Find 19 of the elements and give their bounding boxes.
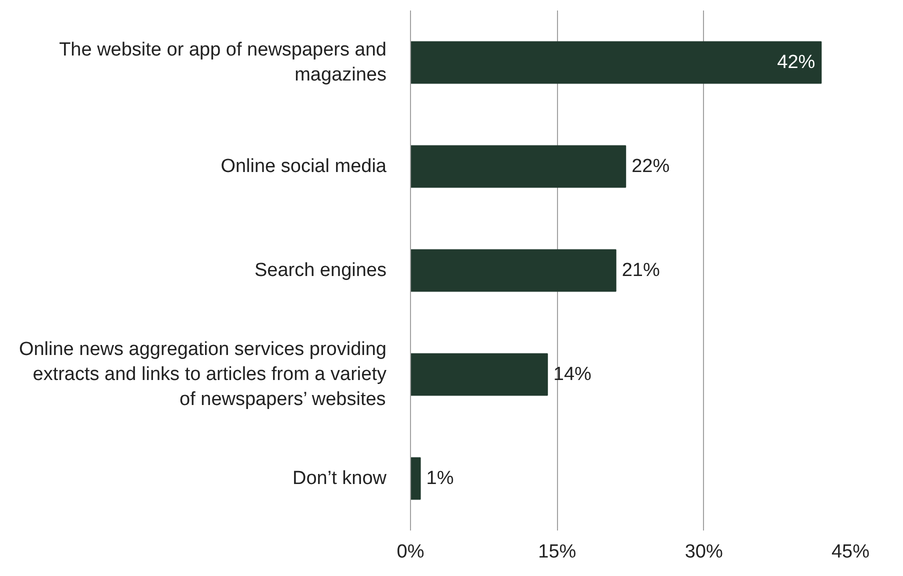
bar: [410, 353, 548, 396]
x-tick-label: 0%: [396, 542, 424, 562]
bar: [410, 249, 616, 292]
data-label: 22%: [632, 156, 670, 177]
x-tick-label: 15%: [538, 542, 576, 562]
y-tick-label: Online news aggregation services providing extracts and links to articles from a variety of newspapers’ websites: [18, 338, 387, 410]
data-label: 21%: [622, 260, 660, 281]
x-tick-label: 45%: [831, 542, 870, 562]
bar: [410, 41, 822, 84]
x-tick-label: 30%: [684, 542, 723, 562]
bar: [410, 145, 626, 188]
data-label: 14%: [553, 364, 592, 385]
data-label: 42%: [777, 52, 816, 73]
data-label: 1%: [426, 468, 454, 489]
y-tick-label: Search engines: [254, 260, 387, 281]
bar: [410, 457, 421, 500]
y-tick-label: Don’t know: [292, 468, 387, 489]
y-tick-label: The website or app of newspapers and magazines: [59, 39, 387, 86]
y-tick-label: Online social media: [220, 156, 387, 177]
